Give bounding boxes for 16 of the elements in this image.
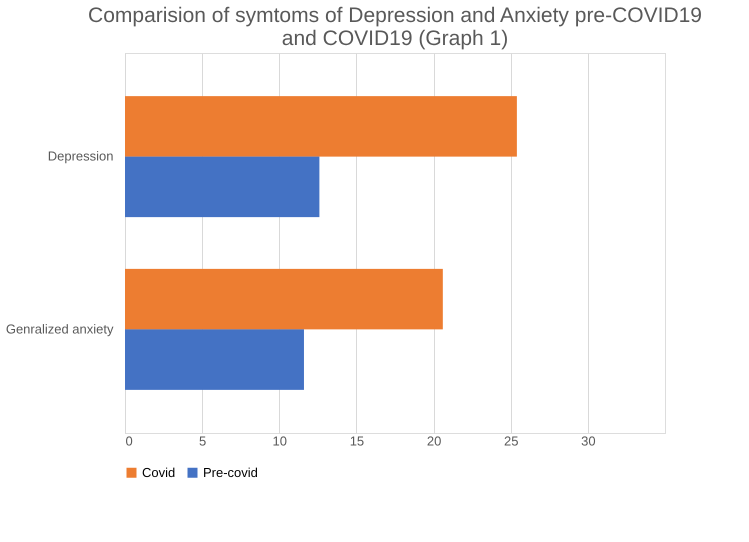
- bar: [125, 268, 443, 330]
- bar: [125, 96, 517, 157]
- x-tick-label: 25: [504, 434, 518, 448]
- x-tick-label: 30: [581, 434, 596, 448]
- chart-title: Comparision of symtoms of Depression and Anxiety pre-COVID19 and COVID19 (Graph 1): [88, 4, 702, 50]
- y-tick-label: Depression: [48, 148, 114, 164]
- legend-label: Covid: [142, 464, 176, 480]
- y-tick-label: Genralized anxiety: [6, 321, 114, 336]
- bar: [125, 329, 304, 390]
- x-tick-label: 20: [426, 434, 442, 448]
- bar: [125, 156, 320, 218]
- x-tick-label: 10: [272, 434, 288, 448]
- legend-label: Pre-covid: [203, 464, 258, 480]
- x-tick-label: 15: [350, 434, 364, 448]
- x-tick-label: 5: [199, 434, 206, 448]
- x-tick-label: 0: [126, 434, 133, 448]
